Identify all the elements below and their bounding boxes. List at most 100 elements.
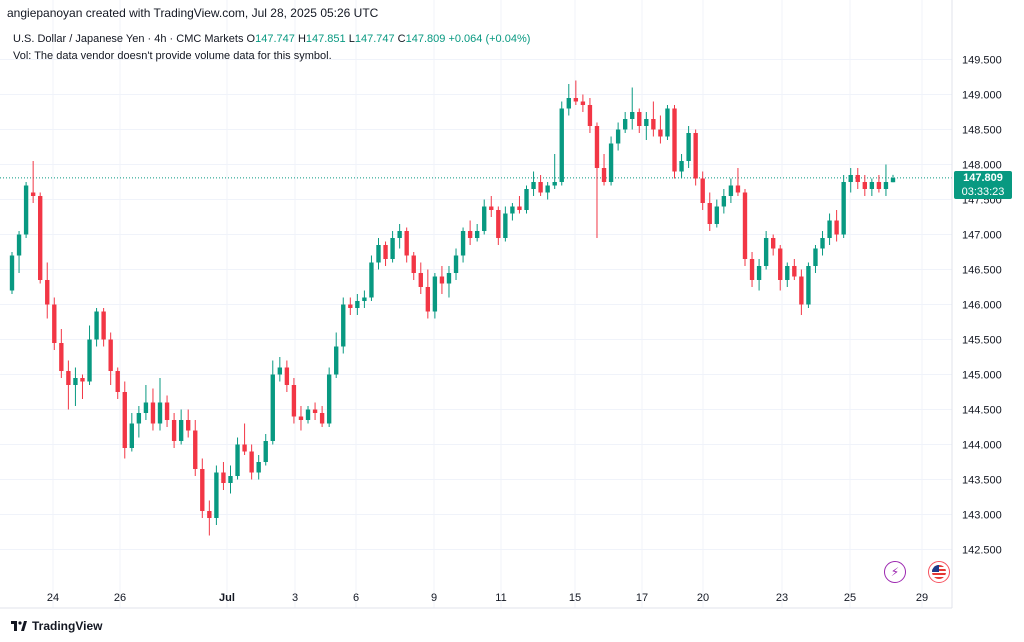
candle-body[interactable] <box>714 206 719 225</box>
candle-body[interactable] <box>573 98 579 102</box>
candle-body[interactable] <box>869 182 875 189</box>
candle-body[interactable] <box>890 177 896 183</box>
candle-body[interactable] <box>108 339 113 372</box>
candle-body[interactable] <box>601 168 607 182</box>
candle-body[interactable] <box>517 206 522 211</box>
candle-body[interactable] <box>334 346 339 375</box>
candle-body[interactable] <box>390 238 395 259</box>
candle-body[interactable] <box>348 304 353 309</box>
candle-body[interactable] <box>270 374 275 442</box>
us-flag-icon[interactable] <box>928 561 950 583</box>
candle-body[interactable] <box>552 182 557 186</box>
candle-body[interactable] <box>171 420 177 441</box>
candle-body[interactable] <box>721 196 727 207</box>
candle-body[interactable] <box>38 196 43 280</box>
candle-body[interactable] <box>510 206 515 214</box>
candle-body[interactable] <box>305 409 311 421</box>
candle-body[interactable] <box>298 416 304 421</box>
candle-body[interactable] <box>545 185 550 193</box>
candle-body[interactable] <box>622 119 628 130</box>
candle-body[interactable] <box>326 374 332 424</box>
candle-body[interactable] <box>30 192 36 197</box>
candle-body[interactable] <box>658 129 663 137</box>
candle-body[interactable] <box>186 420 191 431</box>
candle-body[interactable] <box>883 182 889 189</box>
candle-body[interactable] <box>693 133 698 179</box>
lightning-icon[interactable]: ⚡ <box>884 561 906 583</box>
candle-body[interactable] <box>432 276 438 312</box>
candle-body[interactable] <box>482 206 487 232</box>
candle-body[interactable] <box>792 266 797 277</box>
candle-body[interactable] <box>799 276 804 305</box>
candle-body[interactable] <box>66 371 71 385</box>
candle-body[interactable] <box>178 420 184 441</box>
candle-body[interactable] <box>538 182 543 193</box>
candle-body[interactable] <box>411 255 416 274</box>
candle-body[interactable] <box>16 234 22 256</box>
candle-body[interactable] <box>503 213 508 239</box>
candle-body[interactable] <box>164 402 170 421</box>
candle-body[interactable] <box>277 367 283 375</box>
candle-body[interactable] <box>94 311 99 340</box>
candle-body[interactable] <box>312 409 318 414</box>
candle-body[interactable] <box>700 178 705 204</box>
candle-body[interactable] <box>80 378 85 382</box>
candle-body[interactable] <box>52 304 57 344</box>
candle-body[interactable] <box>474 231 480 238</box>
candle-body[interactable] <box>580 101 586 106</box>
candle-body[interactable] <box>439 276 445 284</box>
candle-body[interactable] <box>876 182 882 189</box>
candle-body[interactable] <box>45 280 50 305</box>
candle-body[interactable] <box>778 248 783 281</box>
candle-body[interactable] <box>369 262 374 298</box>
candle-body[interactable] <box>284 367 290 386</box>
candle-body[interactable] <box>150 402 156 424</box>
candle-body[interactable] <box>531 182 536 189</box>
candle-body[interactable] <box>362 297 367 302</box>
candle-body[interactable] <box>291 385 297 417</box>
candle-body[interactable] <box>122 392 127 448</box>
candle-body[interactable] <box>425 287 431 312</box>
candle-body[interactable] <box>9 255 15 291</box>
candle-body[interactable] <box>608 143 614 183</box>
candle-body[interactable] <box>59 343 64 371</box>
candle-body[interactable] <box>355 301 360 308</box>
candle-body[interactable] <box>73 378 78 385</box>
candle-body[interactable] <box>242 444 247 452</box>
candle-body[interactable] <box>101 311 106 340</box>
candle-body[interactable] <box>566 98 571 109</box>
candle-body[interactable] <box>862 182 867 189</box>
candle-body[interactable] <box>594 126 600 168</box>
candle-body[interactable] <box>559 108 564 183</box>
candle-body[interactable] <box>855 175 860 182</box>
candle-body[interactable] <box>221 472 226 484</box>
candle-body[interactable] <box>460 231 466 256</box>
tradingview-footer[interactable]: TradingView <box>11 619 102 633</box>
candle-body[interactable] <box>376 245 381 263</box>
candle-body[interactable] <box>728 185 734 197</box>
candle-body[interactable] <box>749 259 755 280</box>
time-axis[interactable]: 24 26 Jul 3 6 9 11 15 17 20 23 25 29 <box>47 592 928 604</box>
candle-body[interactable] <box>637 112 642 126</box>
candle-body[interactable] <box>848 175 853 182</box>
candle-body[interactable] <box>785 266 790 280</box>
candle-body[interactable] <box>446 273 452 284</box>
candle-body[interactable] <box>256 462 261 473</box>
candle-body[interactable] <box>263 441 268 462</box>
candle-body[interactable] <box>686 133 691 161</box>
candle-body[interactable] <box>249 451 254 473</box>
candle-body[interactable] <box>383 245 388 259</box>
candle-body[interactable] <box>813 248 818 267</box>
candle-body[interactable] <box>453 255 459 274</box>
candle-body[interactable] <box>841 182 846 235</box>
candle-body[interactable] <box>228 476 233 483</box>
candle-body[interactable] <box>644 119 649 126</box>
candle-body[interactable] <box>770 238 776 249</box>
candle-body[interactable] <box>136 413 142 424</box>
candle-body[interactable] <box>834 220 839 235</box>
candle-body[interactable] <box>630 112 635 119</box>
candle-body[interactable] <box>827 220 832 239</box>
candle-body[interactable] <box>341 304 346 347</box>
candle-body[interactable] <box>806 266 811 305</box>
